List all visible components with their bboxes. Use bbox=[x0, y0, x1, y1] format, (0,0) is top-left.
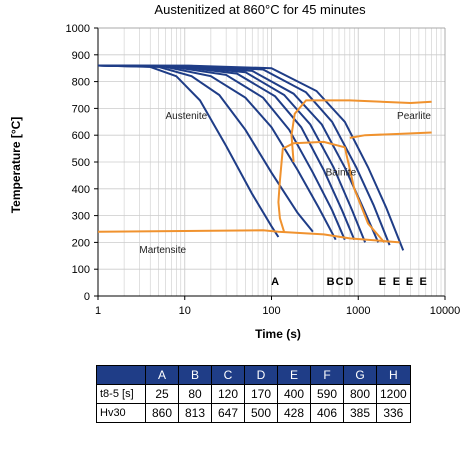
table-cell: 400 bbox=[277, 384, 311, 404]
region-label: Bainite bbox=[326, 167, 357, 178]
curve-label: A bbox=[271, 276, 279, 288]
curve-label: E bbox=[379, 276, 386, 288]
region-label: Austenite bbox=[166, 111, 208, 122]
x-tick-label: 1 bbox=[95, 305, 101, 317]
table-cell: 800 bbox=[343, 384, 377, 404]
table-cell: 336 bbox=[376, 403, 411, 423]
y-tick-label: 1000 bbox=[66, 23, 90, 35]
curve-label: B bbox=[327, 276, 335, 288]
x-tick-label: 1000 bbox=[346, 305, 370, 317]
table-row: Hv30 860 813 647 500 428 406 385 336 bbox=[96, 403, 411, 423]
table-cell: 80 bbox=[178, 384, 212, 404]
table-cell: 590 bbox=[310, 384, 344, 404]
cooling-curve bbox=[97, 64, 346, 241]
column-header: A bbox=[145, 365, 179, 385]
x-tick-label: 10 bbox=[179, 305, 191, 317]
curve-label: E bbox=[419, 276, 426, 288]
axes: 0 100 200 300 400 500 600 700 800 900 1000 1 10 100 10… bbox=[66, 23, 461, 317]
y-tick-label: 0 bbox=[84, 291, 90, 303]
table-cell: 170 bbox=[244, 384, 278, 404]
cooling-curve bbox=[97, 64, 405, 251]
x-axis-label: Time (s) bbox=[255, 327, 301, 341]
y-tick-label: 600 bbox=[72, 130, 90, 142]
column-header: G bbox=[343, 365, 377, 385]
table-cell: 813 bbox=[178, 403, 212, 423]
column-header: E bbox=[277, 365, 311, 385]
y-axis-label: Temperature [°C] bbox=[9, 117, 23, 214]
y-tick-label: 200 bbox=[72, 237, 90, 249]
column-header: B bbox=[178, 365, 212, 385]
curve-label: C bbox=[336, 276, 344, 288]
column-header: D bbox=[244, 365, 278, 385]
table-cell: 406 bbox=[310, 403, 344, 423]
y-tick-label: 100 bbox=[72, 264, 90, 276]
column-header: F bbox=[310, 365, 344, 385]
transformation-line bbox=[290, 99, 432, 163]
table-cell: 385 bbox=[343, 403, 377, 423]
table-cell: 860 bbox=[145, 403, 179, 423]
cooling-curve bbox=[97, 64, 337, 241]
table-cell: 25 bbox=[145, 384, 179, 404]
table-row: t8-5 [s] 25 80 120 170 400 590 800 1200 bbox=[96, 384, 411, 404]
x-tick-label: 100 bbox=[262, 305, 280, 317]
cooling-curves bbox=[97, 64, 405, 251]
y-tick-label: 700 bbox=[72, 103, 90, 115]
table-cell: 120 bbox=[211, 384, 245, 404]
curve-label: E bbox=[393, 276, 400, 288]
table-cell: 1200 bbox=[376, 384, 411, 404]
row-label: t8-5 [s] bbox=[96, 384, 146, 404]
y-tick-label: 800 bbox=[72, 77, 90, 89]
y-tick-label: 500 bbox=[72, 157, 90, 169]
region-label: Pearlite bbox=[397, 111, 431, 122]
cooling-curve bbox=[97, 64, 314, 233]
cct-diagram: Austenitized at 860°C for 45 minutes 010… bbox=[9, 2, 461, 341]
y-tick-label: 300 bbox=[72, 211, 90, 223]
column-header: H bbox=[376, 365, 411, 385]
y-tick-label: 400 bbox=[72, 184, 90, 196]
curve-label: E bbox=[406, 276, 413, 288]
cooling-curve bbox=[97, 64, 280, 238]
transformation-line bbox=[349, 131, 432, 139]
transformation-lines bbox=[97, 99, 432, 244]
chart-title: Austenitized at 860°C for 45 minutes bbox=[154, 2, 366, 17]
row-label: Hv30 bbox=[96, 403, 146, 423]
x-tick-label: 10000 bbox=[430, 305, 461, 317]
region-label: Martensite bbox=[139, 245, 186, 256]
y-tick-label: 900 bbox=[72, 50, 90, 62]
table-corner bbox=[96, 365, 146, 385]
transformation-line bbox=[277, 140, 386, 244]
table-cell: 428 bbox=[277, 403, 311, 423]
table-cell: 500 bbox=[244, 403, 278, 423]
table-cell: 647 bbox=[211, 403, 245, 423]
column-header: C bbox=[211, 365, 245, 385]
curve-label: D bbox=[345, 276, 353, 288]
